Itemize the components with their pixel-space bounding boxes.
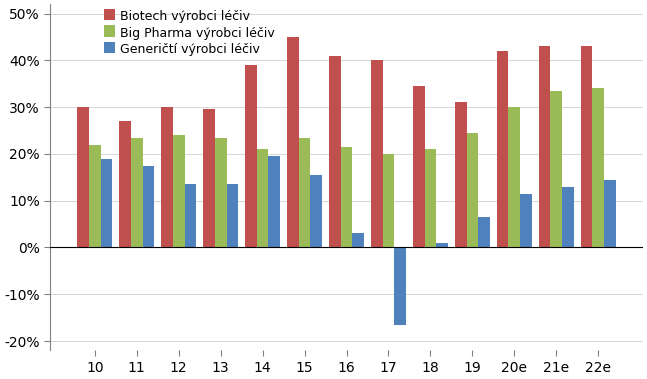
Bar [203, 110, 215, 247]
Bar [580, 46, 593, 247]
Bar [161, 107, 173, 247]
Bar [353, 233, 364, 247]
Bar [497, 51, 509, 247]
Bar [551, 91, 562, 247]
Bar [226, 184, 238, 247]
Bar [245, 65, 257, 247]
Bar [184, 184, 196, 247]
Bar [371, 60, 382, 247]
Bar [382, 154, 395, 247]
Bar [424, 149, 436, 247]
Bar [299, 138, 311, 247]
Bar [539, 46, 551, 247]
Bar [593, 88, 604, 247]
Bar [269, 156, 280, 247]
Bar [478, 217, 490, 247]
Bar [77, 107, 89, 247]
Bar [341, 147, 353, 247]
Bar [329, 56, 341, 247]
Bar [89, 144, 101, 247]
Bar [509, 107, 520, 247]
Bar [131, 138, 142, 247]
Bar [604, 180, 616, 247]
Bar [142, 166, 155, 247]
Bar [119, 121, 131, 247]
Bar [455, 102, 466, 247]
Bar [413, 86, 424, 247]
Bar [257, 149, 269, 247]
Bar [311, 175, 322, 247]
Bar [562, 186, 574, 247]
Bar [173, 135, 184, 247]
Bar [215, 138, 226, 247]
Bar [101, 158, 113, 247]
Bar [436, 243, 448, 247]
Bar [520, 194, 532, 247]
Bar [395, 247, 406, 325]
Bar [466, 133, 478, 247]
Legend: Biotech výrobci léčiv, Big Pharma výrobci léčiv, Generičtí výrobci léčiv: Biotech výrobci léčiv, Big Pharma výrobc… [104, 10, 275, 56]
Bar [287, 37, 299, 247]
